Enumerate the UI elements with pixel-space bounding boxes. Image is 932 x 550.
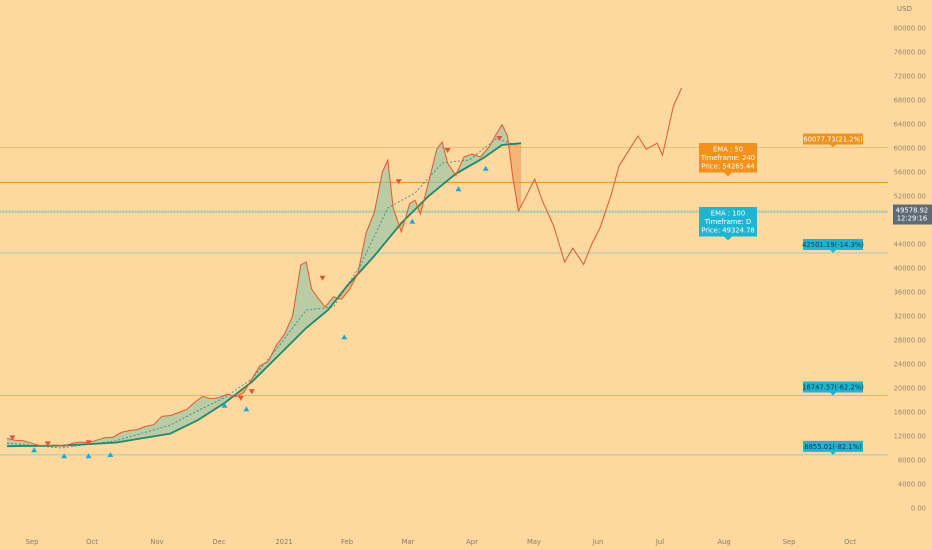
x-tick-label: Mar	[402, 538, 415, 546]
buy-marker	[107, 452, 114, 457]
ema-fast-line	[6, 137, 516, 449]
y-tick-label: 32000.00	[894, 313, 926, 321]
buy-marker	[61, 453, 68, 459]
ema-50-label-text: Price: 54265.44	[701, 163, 754, 171]
ema-100-label-text: Price: 49324.78	[701, 227, 754, 235]
ema-100-label-text: EMA : 100	[711, 210, 745, 218]
level-label-pointer	[830, 249, 836, 253]
level-label-box	[803, 381, 863, 393]
x-tick-label: Oct	[86, 538, 98, 546]
y-tick-label: 16000.00	[894, 409, 926, 417]
currency-label: USD	[897, 5, 912, 13]
signal-markers	[9, 136, 503, 459]
y-tick-label: 44000.00	[894, 241, 926, 249]
x-tick-label: May	[527, 538, 541, 546]
buy-marker	[243, 406, 250, 412]
level-label-box	[803, 440, 863, 452]
ema-50-label-text: Timeframe: 240	[700, 154, 755, 162]
level-label-pointer	[830, 451, 836, 455]
y-tick-label: 56000.00	[894, 169, 926, 177]
price-line	[6, 87, 683, 447]
buy-marker	[482, 165, 489, 171]
sell-marker	[44, 441, 51, 447]
bullish-fill	[405, 200, 418, 219]
y-tick-label: 28000.00	[894, 337, 926, 345]
y-tick-label: 80000.00	[894, 25, 926, 33]
last-price-countdown: 12:29:16	[897, 215, 928, 223]
last-price-badge	[893, 204, 932, 225]
level-label-box	[803, 238, 863, 250]
ema-slow-line	[6, 142, 522, 448]
y-tick-label: 4000.00	[898, 481, 926, 489]
level-label-text: 8855.01(-82.1%)	[804, 443, 862, 451]
sell-marker	[248, 389, 255, 395]
level-label-text: 42501.19(-14.3%)	[802, 241, 864, 249]
x-tick-label: Oct	[844, 538, 856, 546]
sell-marker	[319, 275, 326, 281]
level-label-text: 60077.73(21.2%)	[803, 136, 863, 144]
buy-marker	[31, 447, 38, 453]
x-tick-label: Sep	[26, 538, 39, 546]
sell-marker	[496, 136, 503, 141]
sell-marker	[237, 395, 244, 401]
ema-50-label-pointer	[724, 172, 732, 177]
ema-50-label-text: EMA : 50	[713, 146, 743, 154]
y-tick-label: 8000.00	[898, 457, 926, 465]
x-tick-label: Jul	[655, 538, 664, 546]
level-label-box	[803, 133, 863, 145]
bearish-fill	[508, 143, 522, 211]
level-label-pointer	[830, 144, 836, 148]
buy-marker	[409, 218, 416, 224]
x-tick-label: Apr	[466, 538, 478, 546]
y-tick-label: 68000.00	[894, 97, 926, 105]
ema-100-label-pointer	[724, 236, 732, 241]
x-tick-label: 2021	[275, 538, 292, 546]
bullish-fill	[357, 160, 400, 274]
x-tick-label: Aug	[717, 538, 730, 546]
x-tick-label: Dec	[212, 538, 225, 546]
level-label-pointer	[830, 392, 836, 396]
sell-marker	[85, 440, 92, 446]
buy-marker	[221, 402, 228, 408]
y-tick-label: 20000.00	[894, 385, 926, 393]
y-tick-label: 76000.00	[894, 49, 926, 57]
sell-marker	[444, 148, 451, 153]
y-tick-label: 36000.00	[894, 289, 926, 297]
x-tick-label: Sep	[783, 538, 796, 546]
buy-marker	[455, 186, 462, 192]
ema-100-label-box	[699, 207, 757, 237]
y-tick-label: 72000.00	[894, 73, 926, 81]
y-tick-label: 24000.00	[894, 361, 926, 369]
sell-marker	[9, 435, 16, 441]
x-axis: Sep Oct Nov Dec 2021 Feb Mar Apr May Jun Jul Aug Sep…	[26, 538, 857, 546]
ema-50-label-box	[699, 143, 757, 173]
y-tick-label: 12000.00	[894, 433, 926, 441]
x-tick-label: Nov	[150, 538, 163, 546]
bullish-fill	[457, 124, 509, 173]
sell-marker	[395, 179, 402, 185]
y-tick-label: 64000.00	[894, 121, 926, 129]
x-tick-label: Jun	[592, 538, 604, 546]
series-lines	[6, 87, 683, 449]
bullish-fill	[66, 394, 235, 446]
ribbon-fills	[7, 124, 522, 447]
level-label-text: 18747.57(-62.2%)	[802, 384, 864, 392]
y-tick-label: 0.00	[911, 505, 926, 513]
buy-marker	[85, 453, 92, 459]
buy-marker	[341, 334, 348, 340]
y-tick-label: 60000.00	[894, 145, 926, 153]
bullish-fill	[424, 142, 456, 200]
last-price-value: 49578.92	[896, 207, 928, 215]
y-tick-label: 40000.00	[894, 265, 926, 273]
x-tick-label: Feb	[341, 538, 353, 546]
y-axis: USD 80000.00 76000.00 72000.00 68000.00 6400…	[893, 5, 932, 513]
bullish-fill	[249, 262, 339, 385]
y-tick-label: 52000.00	[894, 193, 926, 201]
ema-100-label-text: Timeframe: D	[704, 218, 751, 226]
